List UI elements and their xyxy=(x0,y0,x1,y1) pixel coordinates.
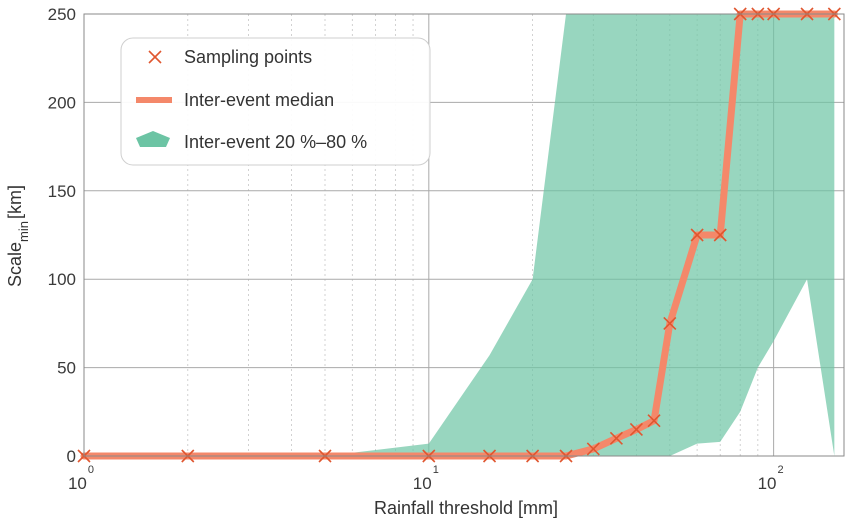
y-axis-label-sub: min xyxy=(16,221,31,242)
y-axis-label-unit: [km] xyxy=(5,185,25,219)
y-tick-label: 50 xyxy=(57,359,76,378)
sampling-point-marker xyxy=(609,431,623,445)
y-tick-label: 0 xyxy=(67,447,76,466)
sampling-point-marker xyxy=(647,414,661,428)
legend-box xyxy=(120,37,431,166)
sampling-point-marker xyxy=(663,316,677,330)
inter-event-band xyxy=(84,14,835,456)
y-axis-label: Scalemin [km] xyxy=(5,185,31,287)
y-tick-label: 150 xyxy=(48,182,76,201)
x-tick-labels: 100 101 102 xyxy=(68,464,784,493)
sampling-point-marker xyxy=(713,228,727,242)
x-tick-label: 100 xyxy=(68,464,94,493)
y-axis-label-main: Scale xyxy=(5,242,25,287)
plot-frame xyxy=(83,13,845,457)
y-tick-label: 200 xyxy=(48,93,76,112)
legend: Sampling points Inter-event median Inter… xyxy=(120,37,431,166)
legend-band-icon xyxy=(136,131,170,147)
y-tick-labels: 0 50 100 150 200 250 xyxy=(48,5,76,466)
y-tick-label: 250 xyxy=(48,5,76,24)
legend-label-band: Inter-event 20 %–80 % xyxy=(184,132,367,152)
legend-label-median: Inter-event median xyxy=(184,90,334,110)
sampling-point-marker xyxy=(690,228,704,242)
legend-marker-icon xyxy=(148,50,162,64)
y-tick-label: 100 xyxy=(48,270,76,289)
x-tick-label: 101 xyxy=(413,464,439,493)
x-tick-label: 102 xyxy=(758,464,784,493)
x-axis-label: Rainfall threshold [mm] xyxy=(374,498,558,518)
sampling-point-marker xyxy=(629,422,643,437)
svg-text:Scalemin[km]: Scalemin [km] xyxy=(5,185,31,287)
legend-label-sampling: Sampling points xyxy=(184,47,312,67)
sampling-point-marker xyxy=(586,442,600,456)
